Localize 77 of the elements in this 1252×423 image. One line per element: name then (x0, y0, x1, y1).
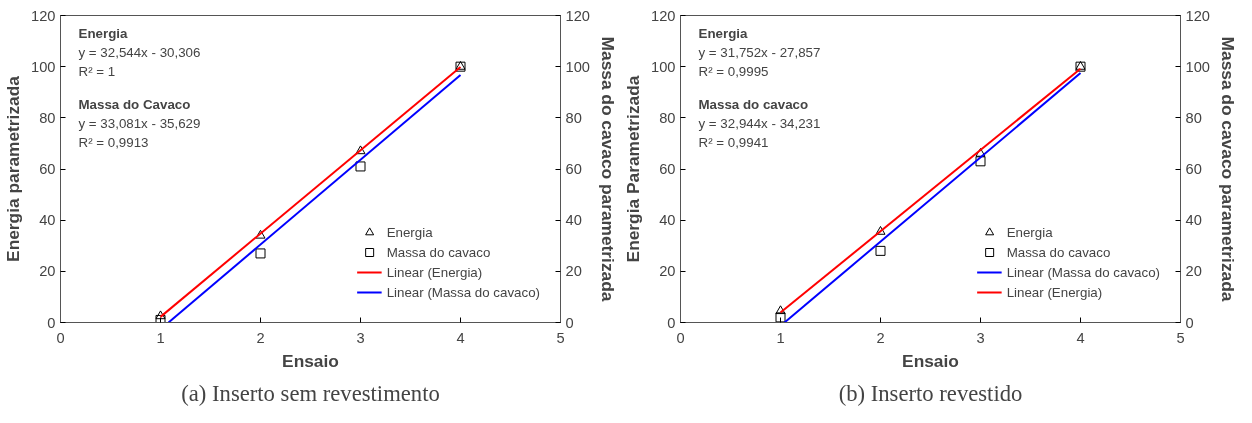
x-tick-label: 5 (1176, 329, 1185, 346)
y2-tick-label: 80 (1185, 109, 1202, 126)
y-tick-label: 80 (39, 109, 56, 126)
annotation: Massa do cavaco (698, 96, 809, 112)
legend-label: Linear (Massa do cavaco) (1006, 264, 1160, 280)
annotation: Massa do Cavaco (78, 96, 191, 112)
y2-axis-title: Massa do cavaco parametrizada (1217, 36, 1238, 302)
y2-tick-label: 40 (1185, 212, 1202, 229)
text: (a) Inserto sem revestimento (181, 380, 440, 406)
y2-tick-label: 120 (1185, 7, 1210, 24)
y2-tick-label: 60 (1185, 161, 1202, 177)
legend-label: Linear (Energia) (1006, 284, 1103, 300)
point (355, 161, 366, 172)
y-axis-title: Energia Parametrizada (623, 75, 644, 263)
x-tick-label: 4 (456, 329, 465, 346)
y2-tick-label: 20 (565, 263, 582, 280)
y-tick-label: 100 (651, 58, 676, 75)
annotation: y = 32,944x - 34,231 (698, 115, 821, 131)
y2-tick-label: 40 (565, 212, 582, 229)
y-tick-label: 60 (39, 161, 56, 177)
point (875, 245, 886, 256)
annotation: Energia (698, 25, 748, 41)
point (975, 156, 986, 167)
annotation: y = 33,081x - 35,629 (78, 115, 201, 131)
annotation: y = 32,544x - 30,306 (78, 44, 201, 60)
y-tick-label: 120 (31, 7, 56, 24)
annotation: y = 31,752x - 27,857 (698, 44, 821, 60)
x-tick-label: 5 (556, 329, 565, 346)
point (155, 310, 166, 320)
legend-label: Massa do cavaco (1006, 244, 1111, 260)
x-axis-title: Ensaio (902, 350, 959, 371)
point (155, 314, 166, 323)
point (255, 229, 266, 239)
x-tick-label: 3 (976, 329, 985, 346)
point (255, 248, 266, 259)
x-tick-label: 4 (1076, 329, 1085, 346)
y-tick-label: 20 (39, 263, 56, 280)
x-axis-title: Ensaio (282, 350, 339, 371)
legend-label: Energia (1006, 224, 1053, 240)
legend-label: Linear (Energia) (386, 264, 483, 280)
y-tick-label: 40 (659, 212, 676, 229)
y-tick-label: 80 (659, 109, 676, 126)
annotation: R² = 0,9941 (698, 134, 769, 150)
y2-tick-label: 120 (565, 7, 590, 24)
y-tick-label: 40 (39, 212, 56, 229)
legend-label: Massa do cavaco (386, 244, 491, 260)
x-tick-label: 3 (356, 329, 365, 346)
y2-tick-label: 80 (565, 109, 582, 126)
y2-tick-label: 20 (1185, 263, 1202, 280)
y2-axis-title: Massa do cavaco parametrizada (597, 36, 618, 302)
x-tick-label: 1 (776, 329, 785, 346)
y-tick-label: 20 (659, 263, 676, 280)
x-tick-label: 2 (876, 329, 885, 346)
y2-tick-label: 0 (565, 314, 574, 331)
y2-tick-label: 60 (565, 161, 582, 177)
point (775, 312, 786, 323)
text: (b) Inserto revestido (838, 380, 1023, 406)
point (355, 145, 366, 155)
legend-label: Linear (Massa do cavaco) (386, 284, 540, 300)
annotation: R² = 0,9995 (698, 63, 769, 79)
y-tick-label: 60 (659, 161, 676, 177)
legend-label: Energia (386, 224, 433, 240)
x-tick-label: 1 (156, 329, 165, 346)
annotation: R² = 1 (78, 63, 116, 79)
point (775, 305, 786, 315)
y-tick-label: 120 (651, 7, 676, 24)
y-axis-title: Energia parametrizada (3, 75, 24, 262)
y-tick-label: 0 (667, 314, 676, 331)
annotation: R² = 0,9913 (78, 134, 149, 150)
y2-tick-label: 100 (565, 58, 590, 75)
point (875, 225, 886, 235)
annotation: Energia (78, 25, 128, 41)
y2-tick-label: 0 (1185, 314, 1194, 331)
y-tick-label: 100 (31, 58, 56, 75)
y-tick-label: 0 (47, 314, 56, 331)
x-tick-label: 2 (256, 329, 265, 346)
y2-tick-label: 100 (1185, 58, 1210, 75)
